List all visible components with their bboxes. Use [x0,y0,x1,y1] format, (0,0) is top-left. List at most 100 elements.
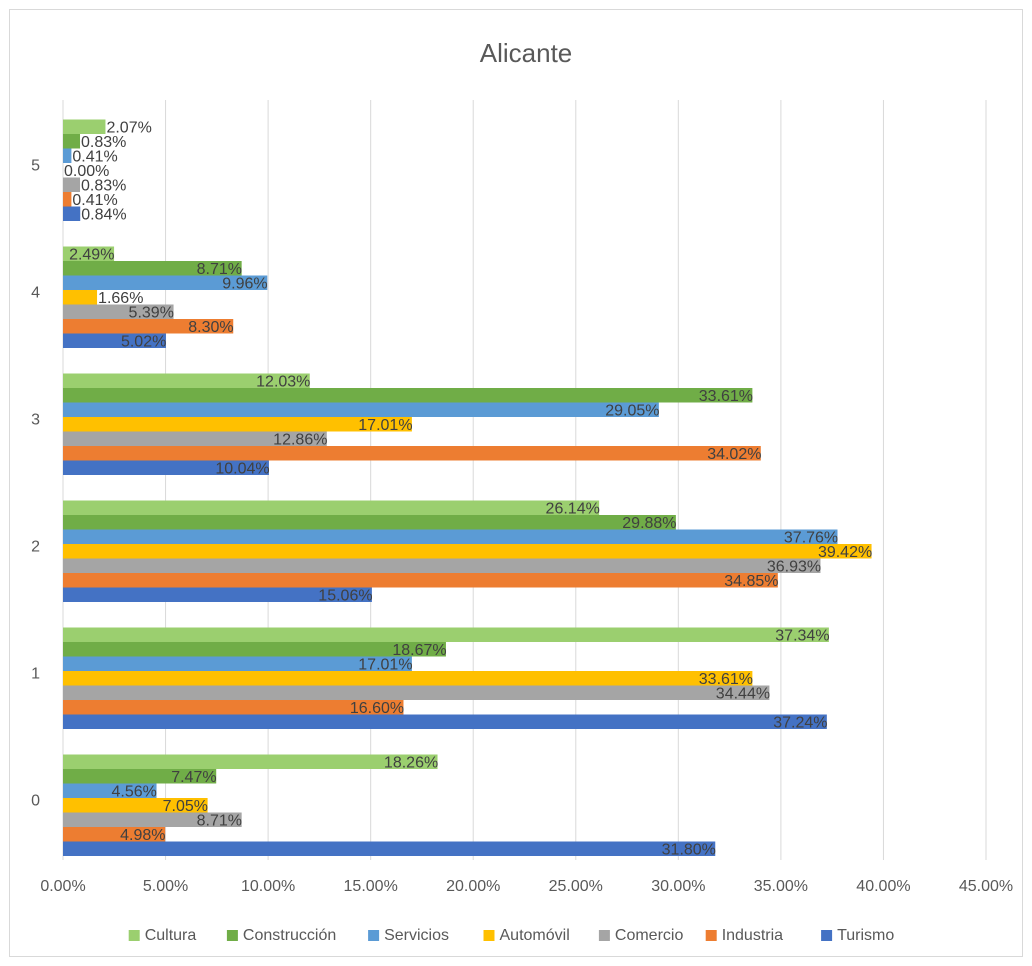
data-label: 8.71% [197,261,242,278]
bar [63,798,208,813]
x-axis: 0.00% 5.00% 10.00% 15.00% 20.00% 25.00% 30.00%… [40,878,1013,895]
bar [63,261,242,276]
data-label: 12.03% [256,374,310,391]
bar [63,388,753,403]
bar [63,402,659,417]
legend-swatch [821,930,833,941]
x-tick-label: 20.00% [446,878,500,895]
bar [63,529,838,544]
data-label: 29.88% [622,515,676,532]
x-tick-label: 15.00% [344,878,398,895]
bar [63,134,81,149]
bar [63,544,872,559]
data-label: 26.14% [546,501,600,518]
data-label: 0.84% [81,207,126,224]
bar [63,500,600,515]
data-labels: 31.80% 37.24% 15.06% 10.04% 5.02% 0.84% 4.98% 1… [64,120,872,859]
legend-swatch [483,930,495,941]
data-label: 9.96% [222,276,267,293]
data-label: 2.07% [106,120,151,137]
bar [63,841,716,856]
bar [63,275,268,290]
legend-swatch [705,930,717,941]
bar [63,827,166,842]
data-label: 8.30% [188,319,233,336]
legend-label: Comercio [615,927,684,944]
data-label: 18.26% [384,755,438,772]
data-label: 0.41% [72,192,117,209]
y-tick-label: 0 [31,793,40,810]
data-label: 39.42% [818,544,872,561]
bar [63,417,412,432]
legend-label: Construcción [243,927,336,944]
chart-title: Alicante [480,38,573,68]
data-label: 12.86% [273,432,327,449]
data-label: 7.05% [163,798,208,815]
data-label: 0.41% [72,149,117,166]
y-axis: 0 1 2 3 4 5 [31,158,40,810]
bar [63,373,310,388]
data-label: 4.98% [120,827,165,844]
bars [63,119,872,856]
data-label: 5.02% [121,334,166,351]
data-label: 33.61% [699,388,753,405]
data-label: 34.85% [724,573,778,590]
x-tick-label: 35.00% [754,878,808,895]
bar [63,783,157,798]
y-tick-label: 5 [31,158,40,175]
bar [63,587,372,602]
gridlines [62,100,987,860]
bar [63,148,72,163]
y-tick-label: 2 [31,539,40,556]
y-tick-label: 1 [31,666,40,683]
data-label: 0.00% [64,163,109,180]
legend: Cultura Construcción Servicios Automóvil Com… [128,927,894,944]
bar [63,812,242,827]
legend-label: Cultura [145,927,197,944]
data-label: 17.01% [358,657,412,674]
bar [63,700,404,715]
bar [63,515,676,530]
data-label: 0.83% [81,134,126,151]
data-label: 1.66% [98,290,143,307]
data-label: 4.56% [112,784,157,801]
bar [63,206,81,221]
legend-label: Automóvil [500,927,570,944]
data-label: 0.83% [81,178,126,195]
x-tick-label: 30.00% [651,878,705,895]
bar [63,246,115,261]
x-tick-label: 25.00% [549,878,603,895]
legend-swatch [128,930,140,941]
data-label: 15.06% [318,588,372,605]
y-tick-label: 4 [31,285,40,302]
data-label: 7.47% [171,769,216,786]
x-tick-label: 40.00% [856,878,910,895]
legend-swatch [598,930,610,941]
data-label: 33.61% [699,671,753,688]
bar [63,714,827,729]
bar [63,290,98,305]
bar [63,642,446,657]
data-label: 17.01% [358,417,412,434]
bar [63,627,829,642]
bar [63,177,81,192]
bar [63,304,174,319]
bar [63,671,753,686]
legend-swatch [226,930,238,941]
legend-swatch [368,930,380,941]
bar [63,573,778,588]
data-label: 2.49% [69,247,114,264]
bar [63,656,412,671]
bar [63,319,234,334]
x-tick-label: 0.00% [40,878,85,895]
data-label: 10.04% [215,461,269,478]
data-label: 18.67% [392,642,446,659]
bar [63,446,761,461]
bar [63,192,72,207]
bar [63,769,217,784]
bar [63,558,821,573]
bar [63,431,327,446]
data-label: 29.05% [605,403,659,420]
data-label: 8.71% [197,813,242,830]
